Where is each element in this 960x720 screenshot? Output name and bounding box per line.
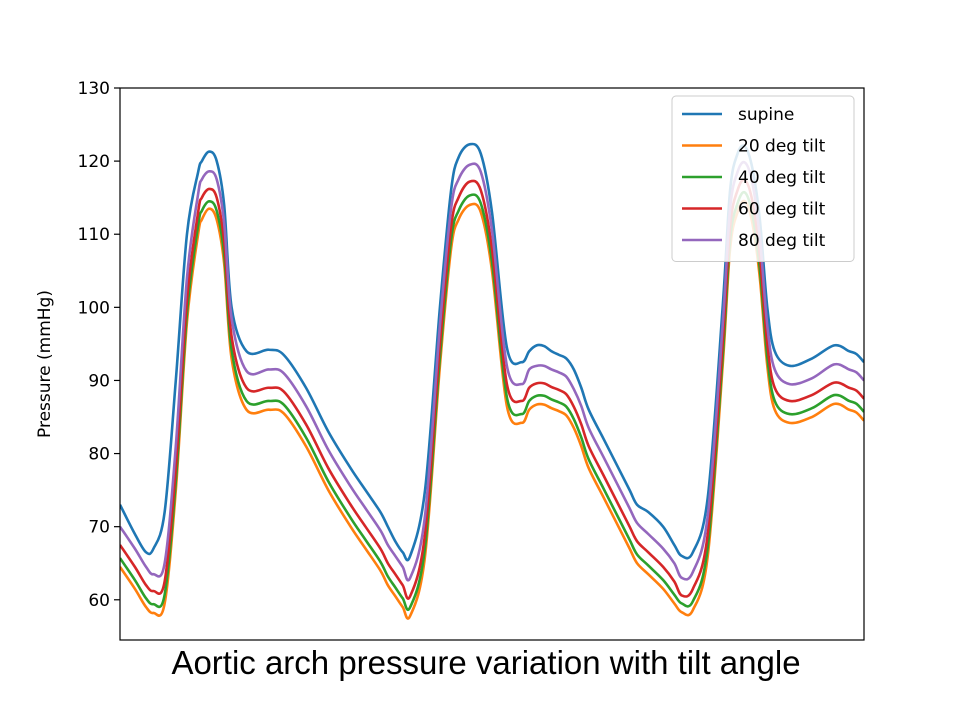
- legend-label: 60 deg tilt: [738, 200, 826, 220]
- legend-label: 40 deg tilt: [738, 168, 826, 188]
- y-tick-label: 110: [78, 225, 110, 245]
- legend-label: 20 deg tilt: [738, 137, 826, 157]
- y-tick-label: 100: [78, 298, 110, 318]
- y-tick-label: 70: [88, 518, 110, 538]
- legend-label: 80 deg tilt: [738, 231, 826, 251]
- y-tick-label: 90: [88, 371, 110, 391]
- chart-caption: Aortic arch pressure variation with tilt…: [171, 644, 801, 681]
- y-axis-label: Pressure (mmHg): [35, 290, 55, 438]
- legend: supine 20 deg tilt 40 deg tilt 60 deg tilt 8…: [671, 95, 855, 262]
- y-tick-label: 60: [88, 591, 110, 611]
- y-tick-label: 80: [88, 445, 110, 465]
- legend-box: [671, 95, 855, 262]
- legend-label: supine: [738, 105, 794, 125]
- y-tick-label: 130: [78, 79, 110, 99]
- plot-area: [119, 87, 865, 641]
- y-axis: 60 70 80 90 100 110 120 130: [78, 79, 120, 611]
- y-tick-label: 120: [78, 152, 110, 172]
